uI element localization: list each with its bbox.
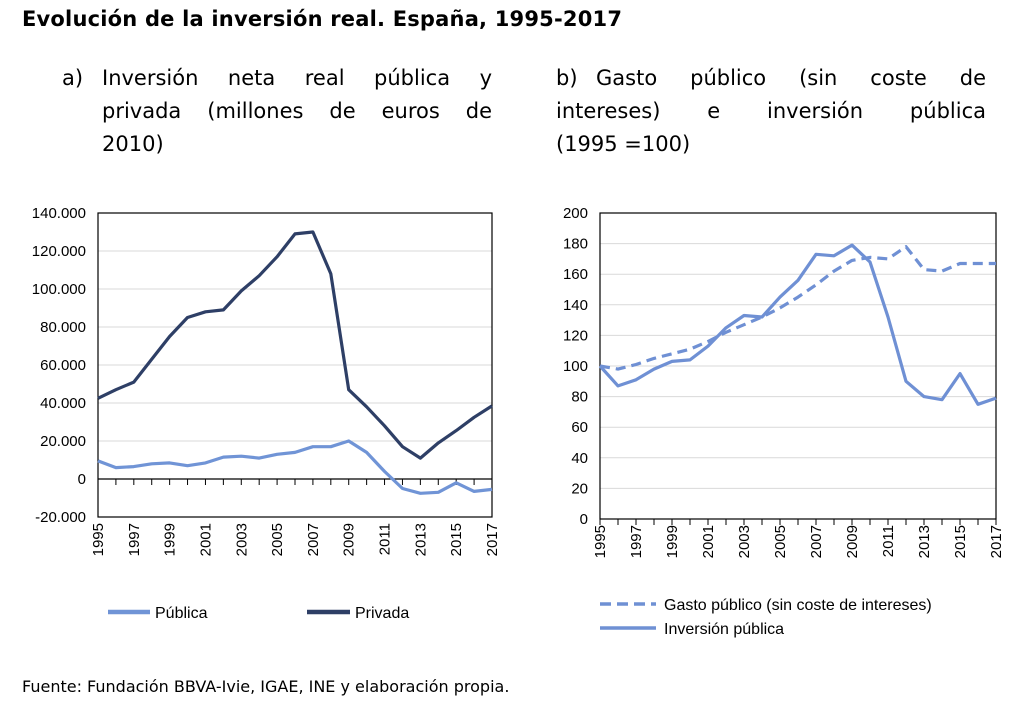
- chart-a-title-line-2: privada (millones de euros de: [62, 95, 492, 128]
- x-tick-label-b-2: 1999: [664, 525, 681, 558]
- chart-b: 0 20 40 60 80 100 120 140 160 180 200 1995 1997 1999 2…: [563, 205, 1005, 638]
- y-tick-label-b-8: 160: [563, 266, 588, 283]
- x-tick-label-b-6: 2007: [808, 525, 825, 558]
- x-tick-label-b-0: 1995: [592, 525, 609, 558]
- y-tick-label-b-10: 200: [563, 205, 588, 222]
- x-tick-label-b-7: 2009: [844, 525, 861, 558]
- x-tick-label-b-5: 2005: [772, 525, 789, 558]
- chart-a-label: a): [62, 66, 84, 90]
- x-tick-label-b-4: 2003: [736, 525, 753, 558]
- x-tick-label-a-0: 1995: [90, 523, 107, 556]
- x-tick-label-b-11: 2017: [988, 525, 1005, 558]
- x-tick-label-b-8: 2011: [880, 525, 897, 557]
- chart-b-title-text-1: Gasto público (sin coste de: [596, 66, 986, 90]
- x-tick-label-a-5: 2005: [269, 523, 286, 556]
- y-tick-label-b-7: 140: [563, 297, 588, 314]
- x-tick-label-a-3: 2001: [197, 523, 214, 556]
- series-line-b-0: [599, 245, 996, 371]
- page-title: Evolución de la inversión real. España, …: [22, 7, 623, 31]
- source-note: Fuente: Fundación BBVA-Ivie, IGAE, INE y…: [22, 677, 510, 696]
- chart-b-title-line-2: intereses) e inversión pública: [556, 95, 986, 128]
- chart-b-title-text-3: (1995 =100): [556, 132, 691, 156]
- x-tick-label-a-11: 2017: [484, 523, 501, 556]
- legend-label-a-0: Pública: [155, 605, 208, 622]
- chart-b-title-line-1: b) Gasto público (sin coste de: [556, 62, 986, 95]
- y-tick-label-a-0: -20.000: [35, 509, 86, 526]
- chart-b-title: b) Gasto público (sin coste de intereses…: [556, 62, 986, 161]
- x-tick-label-b-9: 2013: [916, 525, 933, 558]
- y-tick-label-b-0: 0: [580, 511, 588, 528]
- series-line-a-0: [97, 439, 493, 495]
- chart-a-title-text-3: 2010): [102, 132, 164, 156]
- y-tick-label-b-1: 20: [571, 480, 588, 497]
- y-tick-label-b-9: 180: [563, 236, 588, 253]
- x-tick-label-a-1: 1997: [126, 523, 143, 556]
- chart-b-label: b): [556, 66, 578, 90]
- y-tick-label-a-8: 140.000: [32, 205, 86, 222]
- x-tick-label-a-7: 2009: [341, 523, 358, 556]
- y-tick-label-a-3: 40.000: [40, 395, 86, 412]
- y-tick-label-a-6: 100.000: [32, 281, 86, 298]
- series-line-b-1: [598, 243, 997, 406]
- series-line-a-1: [97, 230, 493, 460]
- x-tick-label-b-1: 1997: [628, 525, 645, 558]
- x-tick-label-a-9: 2013: [412, 523, 429, 556]
- chart-b-title-line-3: (1995 =100): [556, 128, 986, 161]
- chart-a-title-text-1: Inversión neta real pública y: [102, 66, 492, 90]
- plot-frame-a: [97, 212, 493, 518]
- x-tick-label-b-3: 2001: [700, 525, 717, 558]
- y-tick-label-a-5: 80.000: [40, 319, 86, 336]
- y-tick-label-a-7: 120.000: [32, 243, 86, 260]
- y-tick-label-b-5: 100: [563, 358, 588, 375]
- x-tick-label-a-6: 2007: [305, 523, 322, 556]
- x-tick-label-b-10: 2015: [952, 525, 969, 558]
- chart-a: -20.000 0 20.000 40.000 60.000 80.000 100.000 1…: [32, 205, 501, 622]
- y-tick-label-b-4: 80: [571, 389, 588, 406]
- chart-a-title-line-1: a) Inversión neta real pública y: [62, 62, 492, 95]
- x-tick-label-a-10: 2015: [448, 523, 465, 556]
- x-tick-label-a-8: 2011: [377, 523, 394, 555]
- y-tick-label-b-3: 60: [571, 419, 588, 436]
- y-tick-label-a-1: 0: [78, 471, 86, 488]
- x-tick-label-a-2: 1999: [162, 523, 179, 556]
- chart-a-title-line-3: 2010): [62, 128, 492, 161]
- y-tick-label-b-2: 40: [571, 450, 588, 467]
- legend-label-b-0: Gasto público (sin coste de intereses): [664, 597, 932, 614]
- chart-b-title-text-2: intereses) e inversión pública: [556, 99, 986, 123]
- x-tick-label-a-4: 2003: [233, 523, 250, 556]
- legend-label-b-1: Inversión pública: [664, 621, 784, 638]
- y-tick-label-a-2: 20.000: [40, 433, 86, 450]
- chart-a-title-text-2: privada (millones de euros de: [102, 99, 492, 123]
- chart-a-title: a) Inversión neta real pública y privada…: [62, 62, 492, 161]
- y-tick-label-b-6: 120: [563, 327, 588, 344]
- legend-label-a-1: Privada: [355, 605, 409, 622]
- y-tick-label-a-4: 60.000: [40, 357, 86, 374]
